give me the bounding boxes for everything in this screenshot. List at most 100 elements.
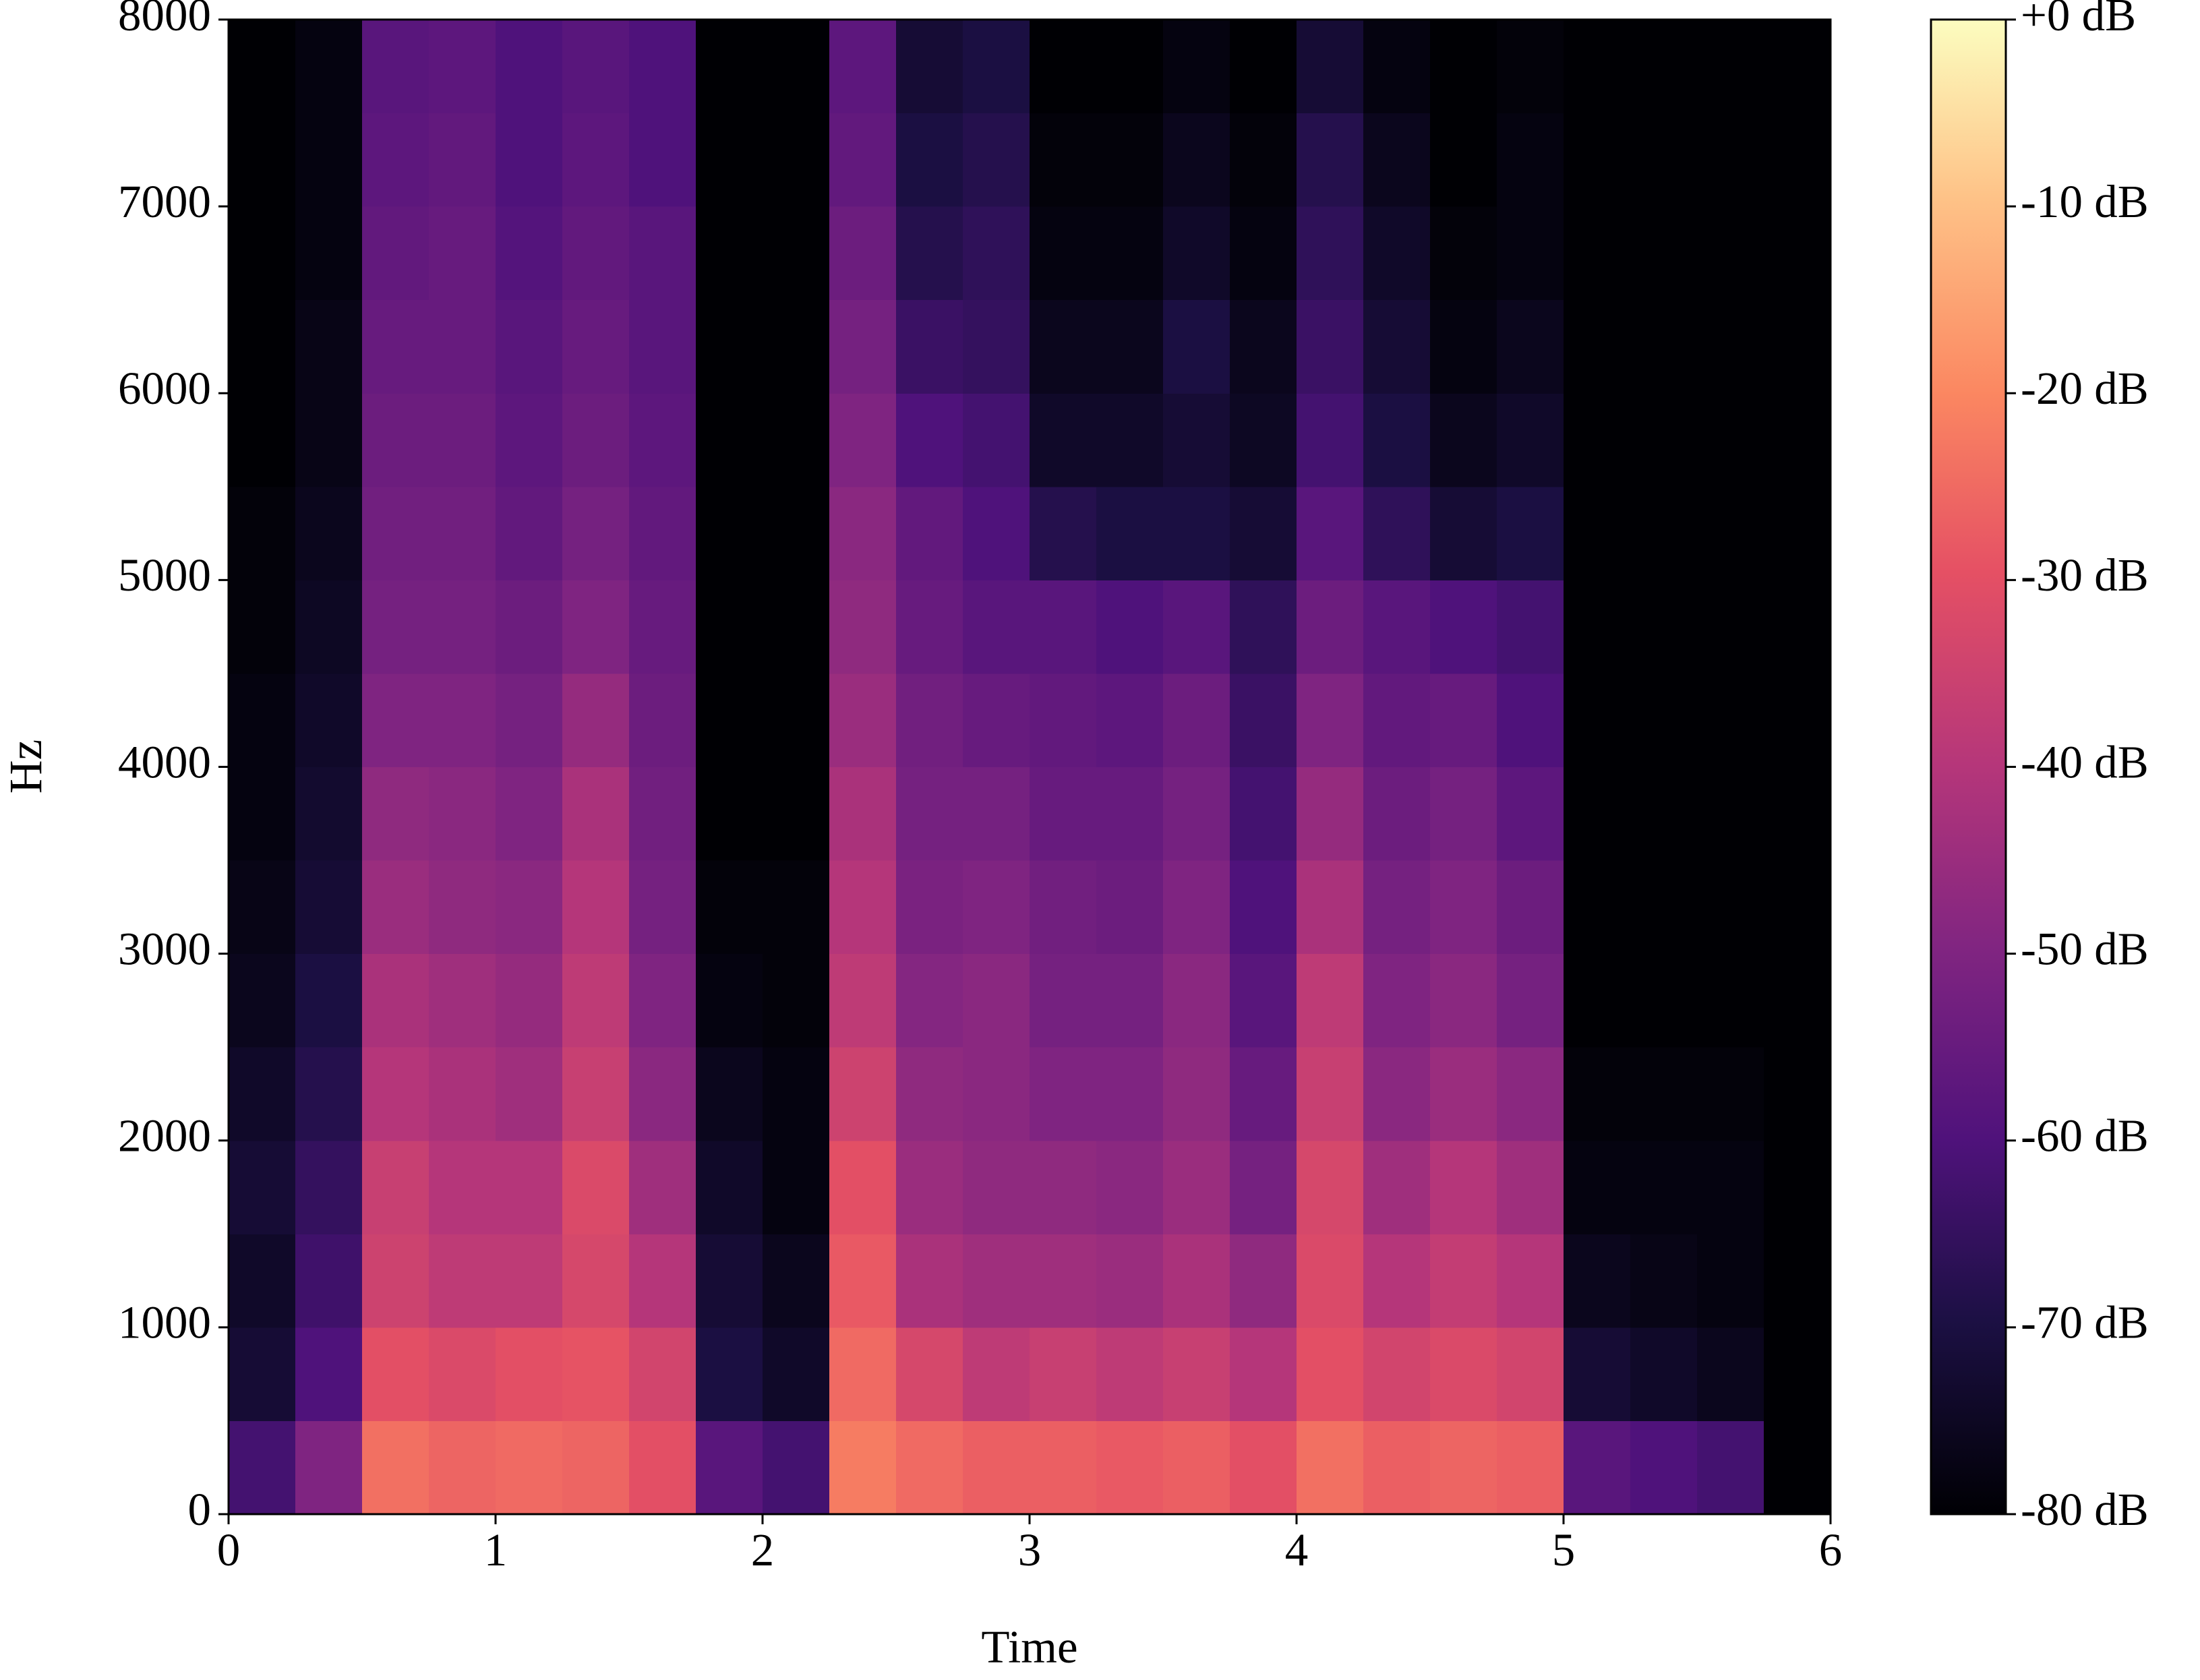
spectrogram-cell (362, 1420, 429, 1515)
spectrogram-cell (229, 299, 296, 394)
spectrogram-cell (896, 206, 963, 301)
spectrogram-cell (763, 486, 830, 580)
spectrogram-cell (1030, 673, 1097, 767)
spectrogram-cell (696, 299, 763, 394)
spectrogram-cell (362, 953, 429, 1048)
spectrogram-cell (1230, 1234, 1297, 1328)
spectrogram-cell (429, 860, 496, 955)
spectrogram-cell (362, 1327, 429, 1421)
spectrogram-cell (1697, 580, 1764, 674)
spectrogram-cell (829, 1140, 897, 1234)
spectrogram-cell (496, 860, 563, 955)
spectrogram-cell (1430, 206, 1497, 301)
spectrogram-cell (896, 860, 963, 955)
spectrogram-cell (829, 393, 897, 487)
spectrogram-cell (1564, 673, 1631, 767)
spectrogram-cell (763, 206, 830, 301)
spectrogram-cell (1230, 20, 1297, 114)
spectrogram-cell (963, 206, 1030, 301)
spectrogram-cell (696, 1047, 763, 1141)
spectrogram-cell (1096, 20, 1164, 114)
y-tick-label: 0 (188, 1484, 212, 1535)
spectrogram-cell (963, 953, 1030, 1048)
spectrogram-cell (229, 767, 296, 861)
spectrogram-cell (1764, 580, 1831, 674)
spectrogram-cell (696, 393, 763, 487)
spectrogram-cell (295, 860, 363, 955)
spectrogram-cell (1497, 113, 1564, 207)
spectrogram-cell (1230, 393, 1297, 487)
spectrogram-cell (429, 206, 496, 301)
spectrogram-cell (1697, 20, 1764, 114)
spectrogram-cell (1163, 206, 1230, 301)
y-axis-label: Hz (0, 740, 51, 793)
spectrogram-cell (763, 860, 830, 955)
spectrogram-cell (696, 767, 763, 861)
spectrogram-cell (1497, 1047, 1564, 1141)
spectrogram-cell (1163, 860, 1230, 955)
spectrogram-cell (229, 1047, 296, 1141)
spectrogram-cell (1030, 486, 1097, 580)
spectrogram-cell (362, 299, 429, 394)
spectrogram-cell (1630, 113, 1698, 207)
spectrogram-cell (1163, 113, 1230, 207)
spectrogram-cell (562, 580, 630, 674)
spectrogram-cell (362, 206, 429, 301)
spectrogram-cell (295, 580, 363, 674)
spectrogram-cell (1430, 299, 1497, 394)
spectrogram-cell (1297, 299, 1364, 394)
spectrogram-cell (1630, 393, 1698, 487)
spectrogram-cell (629, 1047, 696, 1141)
spectrogram-cell (696, 113, 763, 207)
spectrogram-cell (562, 486, 630, 580)
spectrogram-cell (829, 580, 897, 674)
spectrogram-cell (562, 1327, 630, 1421)
spectrogram-cell (1230, 767, 1297, 861)
spectrogram-cell (1363, 486, 1431, 580)
spectrogram-cell (763, 673, 830, 767)
x-tick-label: 5 (1552, 1524, 1576, 1576)
spectrogram-cell (1430, 1140, 1497, 1234)
spectrogram-cell (1030, 1420, 1097, 1515)
spectrogram-cell (1163, 1140, 1230, 1234)
spectrogram-cell (1163, 1234, 1230, 1328)
spectrogram-cell (229, 206, 296, 301)
spectrogram-cell (1030, 206, 1097, 301)
spectrogram-cell (963, 767, 1030, 861)
spectrogram-cell (1697, 767, 1764, 861)
spectrogram-cell (829, 206, 897, 301)
spectrogram-cell (696, 953, 763, 1048)
spectrogram-cell (1764, 113, 1831, 207)
spectrogram-cell (1764, 20, 1831, 114)
spectrogram-cell (829, 299, 897, 394)
spectrogram-cell (1497, 486, 1564, 580)
x-tick-label: 3 (1018, 1524, 1042, 1576)
spectrogram-cell (429, 486, 496, 580)
spectrogram-cell (1363, 767, 1431, 861)
spectrogram-cell (1096, 767, 1164, 861)
spectrogram-cell (896, 1140, 963, 1234)
spectrogram-cell (1564, 767, 1631, 861)
spectrogram-cell (1230, 206, 1297, 301)
spectrogram-cell (1297, 1047, 1364, 1141)
spectrogram-cell (429, 580, 496, 674)
spectrogram-cell (629, 1234, 696, 1328)
spectrogram-cell (1230, 1140, 1297, 1234)
spectrogram-cell (1497, 860, 1564, 955)
spectrogram-cell (362, 580, 429, 674)
spectrogram-cell (362, 486, 429, 580)
spectrogram-cell (629, 20, 696, 114)
spectrogram-cell (562, 113, 630, 207)
spectrogram-cell (496, 113, 563, 207)
colorbar-tick-label: -20 dB (2021, 363, 2149, 414)
spectrogram-cell (696, 860, 763, 955)
spectrogram-cell (1697, 393, 1764, 487)
spectrogram-cell (1297, 1234, 1364, 1328)
spectrogram-cell (963, 1140, 1030, 1234)
spectrogram-cell (1430, 953, 1497, 1048)
spectrogram-cell (1564, 393, 1631, 487)
y-tick-label: 3000 (118, 923, 211, 974)
spectrogram-cell (763, 393, 830, 487)
spectrogram-cell (896, 1327, 963, 1421)
